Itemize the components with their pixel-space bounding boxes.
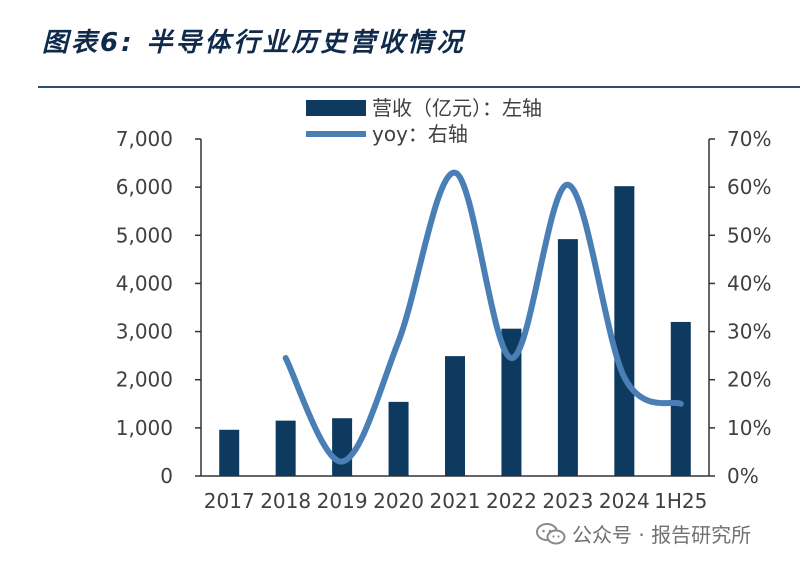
- revenue-bar: [670, 321, 691, 476]
- left-tick-label: 6,000: [116, 175, 173, 199]
- revenue-bar: [614, 186, 635, 476]
- revenue-bar: [332, 418, 353, 476]
- revenue-bar: [445, 356, 465, 476]
- x-tick-label: 2018: [260, 489, 311, 513]
- right-tick-label: 10%: [727, 416, 771, 440]
- legend-bar-swatch: [306, 100, 366, 116]
- x-tick-label: 2020: [373, 489, 424, 513]
- revenue-bar: [501, 328, 522, 476]
- legend-line-label: yoy：右轴: [372, 122, 468, 146]
- right-tick-label: 70%: [727, 127, 771, 151]
- x-tick-label: 1H25: [654, 489, 707, 513]
- right-tick-label: 60%: [727, 175, 771, 199]
- right-tick-label: 40%: [727, 271, 771, 295]
- revenue-bar: [275, 420, 296, 476]
- legend-bar-label: 营收（亿元）：左轴: [372, 96, 542, 120]
- right-tick-label: 50%: [727, 223, 771, 247]
- left-tick-label: 5,000: [116, 223, 173, 247]
- left-tick-label: 4,000: [116, 271, 173, 295]
- watermark-text: 公众号 · 报告研究所: [572, 523, 752, 547]
- left-tick-label: 3,000: [116, 320, 173, 344]
- right-tick-label: 30%: [727, 320, 771, 344]
- left-tick-label: 7,000: [116, 127, 173, 151]
- x-tick-label: 2024: [599, 489, 650, 513]
- x-tick-label: 2022: [486, 489, 537, 513]
- right-tick-label: 20%: [727, 368, 771, 392]
- left-tick-label: 2,000: [116, 368, 173, 392]
- figure-title: 图表6: 半导体行业历史营收情况: [42, 28, 466, 58]
- x-tick-label: 2021: [430, 489, 481, 513]
- x-tick-label: 2017: [204, 489, 255, 513]
- left-tick-label: 0: [160, 464, 173, 488]
- yoy-line: [282, 169, 684, 465]
- x-tick-label: 2019: [317, 489, 368, 513]
- revenue-bar: [557, 239, 578, 476]
- left-tick-label: 1,000: [116, 416, 173, 440]
- watermark: 公众号 · 报告研究所: [536, 519, 751, 548]
- right-tick-label: 0%: [727, 464, 759, 488]
- wechat-icon: [536, 522, 566, 544]
- title-rule: [38, 86, 800, 88]
- revenue-bar: [388, 401, 409, 476]
- x-tick-label: 2023: [542, 489, 593, 513]
- revenue-bar: [219, 429, 240, 476]
